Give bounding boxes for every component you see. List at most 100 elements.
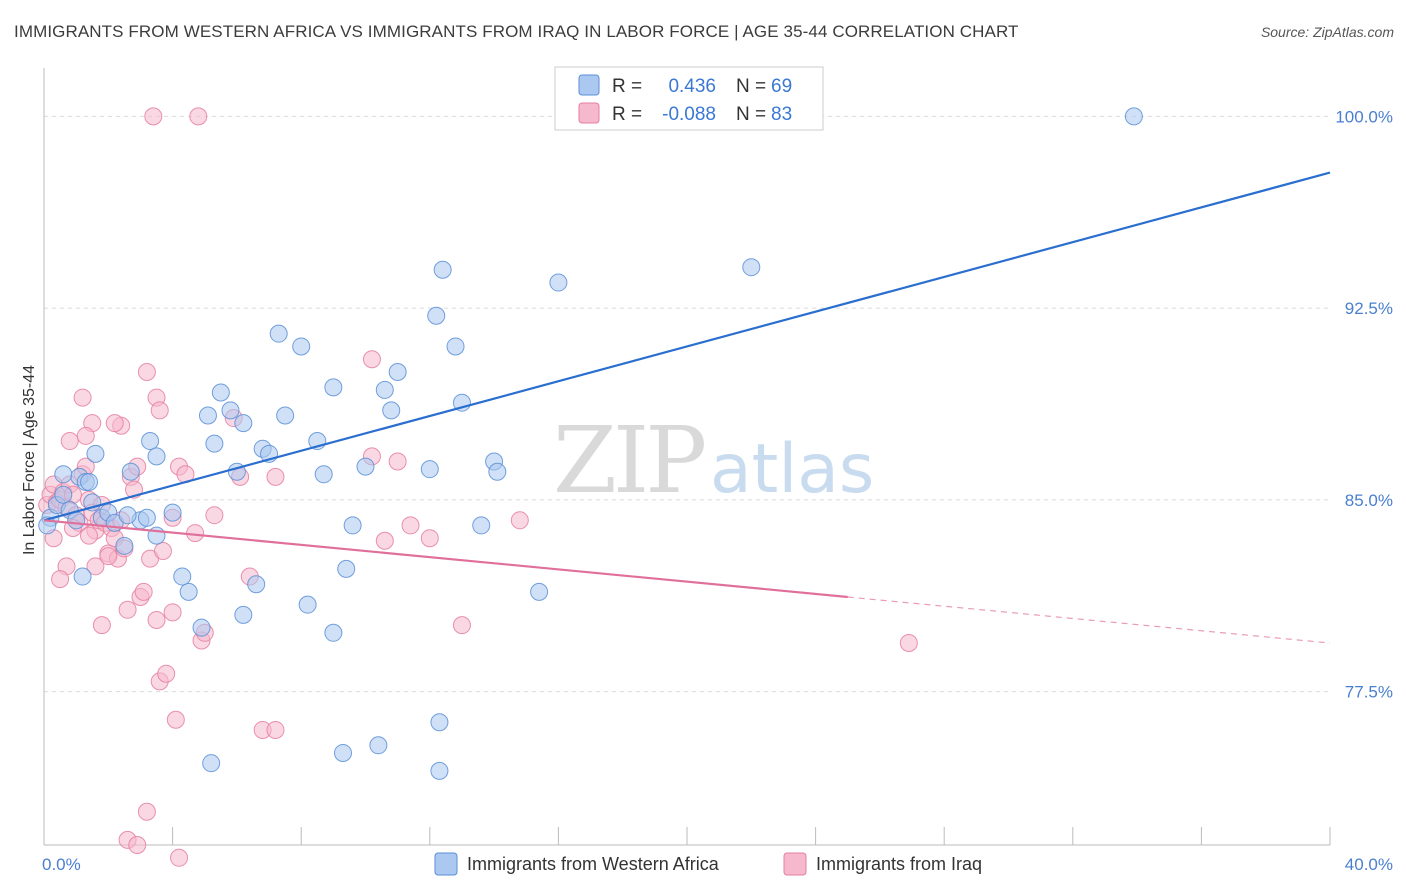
point-blue-30 (292, 337, 311, 356)
point-blue-29 (269, 324, 288, 343)
point-pink-34 (163, 603, 182, 622)
point-pink-75 (118, 600, 137, 619)
point-blue-50 (1124, 107, 1143, 126)
point-blue-45 (488, 462, 507, 481)
point-pink-47 (60, 432, 79, 451)
point-pink-69 (128, 836, 147, 854)
source-credit: Source: ZipAtlas.com (1260, 24, 1394, 40)
series-legend-swatch-pink (783, 852, 807, 876)
y-axis-label: In Labor Force | Age 35-44 (21, 365, 38, 555)
point-blue-56 (298, 595, 317, 614)
point-pink-45 (76, 426, 95, 445)
tick-labels: 77.5% 85.0% 92.5% 100.0% 0.0% 40.0% (42, 107, 1393, 874)
legend-n-value-2: 83 (771, 104, 792, 125)
point-blue-51 (54, 465, 73, 484)
point-blue-23 (211, 383, 230, 402)
watermark-atlas: atlas (710, 430, 874, 509)
trend-lines (43, 171, 1331, 644)
point-blue-61 (430, 761, 449, 780)
point-blue-18 (147, 447, 166, 466)
point-pink-78 (153, 541, 172, 560)
point-pink-71 (99, 547, 118, 566)
point-blue-19 (163, 503, 182, 522)
point-pink-67 (137, 802, 156, 821)
point-blue-35 (343, 516, 362, 535)
point-pink-62 (452, 616, 471, 635)
point-blue-2 (54, 485, 73, 504)
point-pink-60 (420, 529, 439, 548)
point-blue-40 (446, 337, 465, 356)
point-pink-59 (401, 516, 420, 535)
point-blue-22 (205, 434, 224, 453)
point-blue-58 (73, 567, 92, 586)
axes (43, 68, 1331, 846)
point-blue-41 (433, 260, 452, 279)
point-blue-26 (234, 414, 253, 433)
legend-r-label-1: R = (612, 76, 642, 97)
point-pink-33 (157, 664, 176, 683)
series-legend: Immigrants from Western Africa Immigrant… (434, 852, 982, 876)
point-pink-58 (388, 452, 407, 471)
point-blue-54 (192, 618, 211, 637)
point-pink-54 (266, 467, 285, 486)
x-tick-label-0: 0.0% (42, 855, 81, 874)
point-blue-63 (333, 743, 352, 762)
point-pink-57 (362, 350, 381, 369)
point-blue-42 (427, 306, 446, 325)
point-blue-47 (549, 273, 568, 292)
point-pink-29 (134, 582, 153, 601)
point-pink-42 (150, 401, 169, 420)
point-pink-53 (189, 107, 208, 126)
legend-swatch-blue (578, 74, 600, 96)
y-tick-label-0: 77.5% (1345, 683, 1393, 702)
grid (44, 115, 1330, 693)
point-blue-64 (388, 363, 407, 382)
point-blue-33 (314, 465, 333, 484)
series-legend-label-2: Immigrants from Iraq (816, 854, 982, 874)
legend-n-label-2: N = (736, 104, 766, 125)
point-blue-31 (276, 406, 295, 425)
point-pink-48 (105, 414, 124, 433)
point-pink-70 (170, 848, 189, 867)
point-pink-52 (144, 107, 163, 126)
point-pink-79 (80, 526, 99, 545)
point-blue-8 (86, 444, 105, 463)
point-blue-39 (420, 460, 439, 479)
point-blue-34 (324, 378, 343, 397)
stats-legend-box (554, 66, 824, 131)
point-pink-46 (73, 388, 92, 407)
point-blue-66 (173, 567, 192, 586)
point-blue-46 (472, 516, 491, 535)
legend-r-label-2: R = (612, 104, 642, 125)
point-blue-65 (337, 559, 356, 578)
point-blue-52 (80, 472, 99, 491)
point-blue-48 (530, 582, 549, 601)
stats-legend: R = 0.436 N = 69 R = -0.088 N = 83 (554, 66, 824, 131)
point-pink-72 (86, 557, 105, 576)
point-blue-15 (137, 508, 156, 527)
point-blue-12 (115, 536, 134, 555)
point-pink-40 (137, 363, 156, 382)
point-blue-38 (382, 401, 401, 420)
point-blue-13 (121, 462, 140, 481)
point-blue-37 (375, 380, 394, 399)
point-blue-53 (118, 506, 137, 525)
y-tick-label-2: 92.5% (1345, 299, 1393, 318)
trend-line-pink-2 (847, 596, 1331, 644)
point-blue-62 (430, 713, 449, 732)
point-pink-76 (92, 616, 111, 635)
point-pink-39 (205, 506, 224, 525)
point-blue-49 (742, 258, 761, 277)
watermark: ZIP atlas (553, 407, 874, 514)
point-blue-55 (247, 575, 266, 594)
point-pink-63 (899, 634, 918, 653)
legend-n-label-1: N = (736, 76, 766, 97)
point-blue-24 (221, 401, 240, 420)
trend-line-blue-0 (43, 171, 1331, 522)
legend-r-value-2: -0.088 (662, 104, 716, 125)
point-pink-66 (266, 720, 285, 739)
point-blue-21 (198, 406, 217, 425)
legend-swatch-pink (578, 102, 600, 124)
point-pink-61 (510, 511, 529, 530)
